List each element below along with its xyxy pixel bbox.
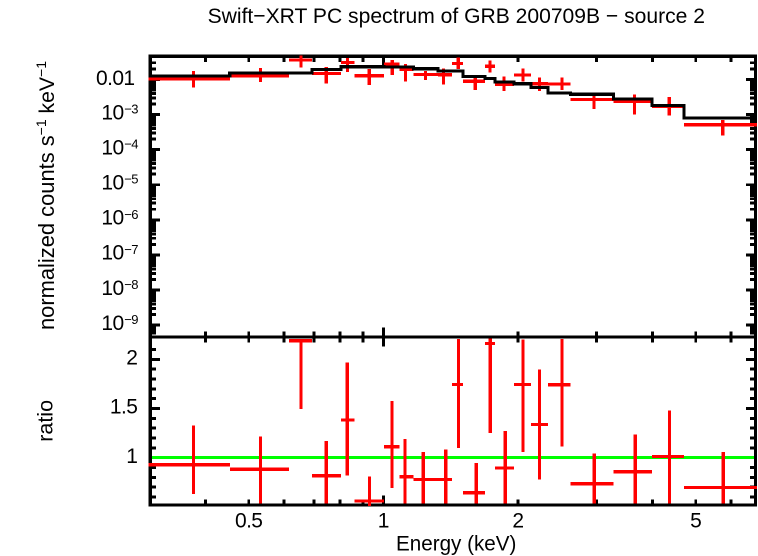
svg-text:1.5: 1.5 [110, 396, 137, 419]
svg-text:−4: −4 [124, 137, 138, 152]
svg-text:0.01: 0.01 [96, 67, 134, 90]
svg-text:10: 10 [101, 277, 123, 300]
svg-text:ratio: ratio [33, 400, 57, 442]
svg-text:1: 1 [126, 445, 137, 468]
svg-text:−3: −3 [124, 102, 138, 117]
svg-text:1: 1 [378, 510, 389, 533]
svg-text:10: 10 [101, 101, 123, 124]
svg-text:5: 5 [690, 510, 701, 533]
svg-text:Energy (keV): Energy (keV) [396, 532, 516, 555]
svg-text:2: 2 [126, 347, 137, 370]
svg-text:−9: −9 [124, 312, 138, 327]
svg-text:−5: −5 [124, 172, 138, 187]
svg-text:2: 2 [512, 510, 523, 533]
svg-text:10: 10 [101, 136, 123, 159]
svg-text:10: 10 [101, 242, 123, 265]
svg-text:10: 10 [101, 172, 123, 195]
svg-text:10: 10 [101, 207, 123, 230]
svg-text:normalized counts s−1 keV−1: normalized counts s−1 keV−1 [33, 61, 59, 330]
svg-text:−6: −6 [124, 207, 138, 222]
svg-text:10: 10 [101, 312, 123, 335]
svg-text:−7: −7 [124, 242, 138, 257]
svg-text:0.5: 0.5 [235, 510, 262, 533]
svg-text:Swift−XRT PC spectrum of GRB 2: Swift−XRT PC spectrum of GRB 200709B − s… [208, 3, 705, 28]
svg-text:−8: −8 [124, 277, 138, 292]
